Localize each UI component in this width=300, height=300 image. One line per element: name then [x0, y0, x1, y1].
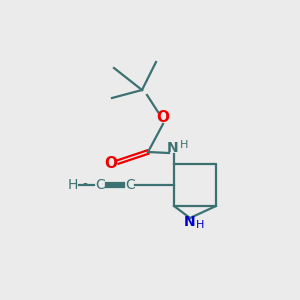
Text: H: H	[196, 220, 204, 230]
Text: H: H	[68, 178, 78, 192]
Text: O: O	[104, 155, 118, 170]
Text: -: -	[82, 178, 87, 192]
Text: N: N	[167, 141, 179, 155]
Text: O: O	[157, 110, 169, 125]
Text: N: N	[184, 215, 196, 229]
Text: C: C	[95, 178, 105, 192]
Text: C: C	[125, 178, 135, 192]
Text: H: H	[180, 140, 188, 150]
